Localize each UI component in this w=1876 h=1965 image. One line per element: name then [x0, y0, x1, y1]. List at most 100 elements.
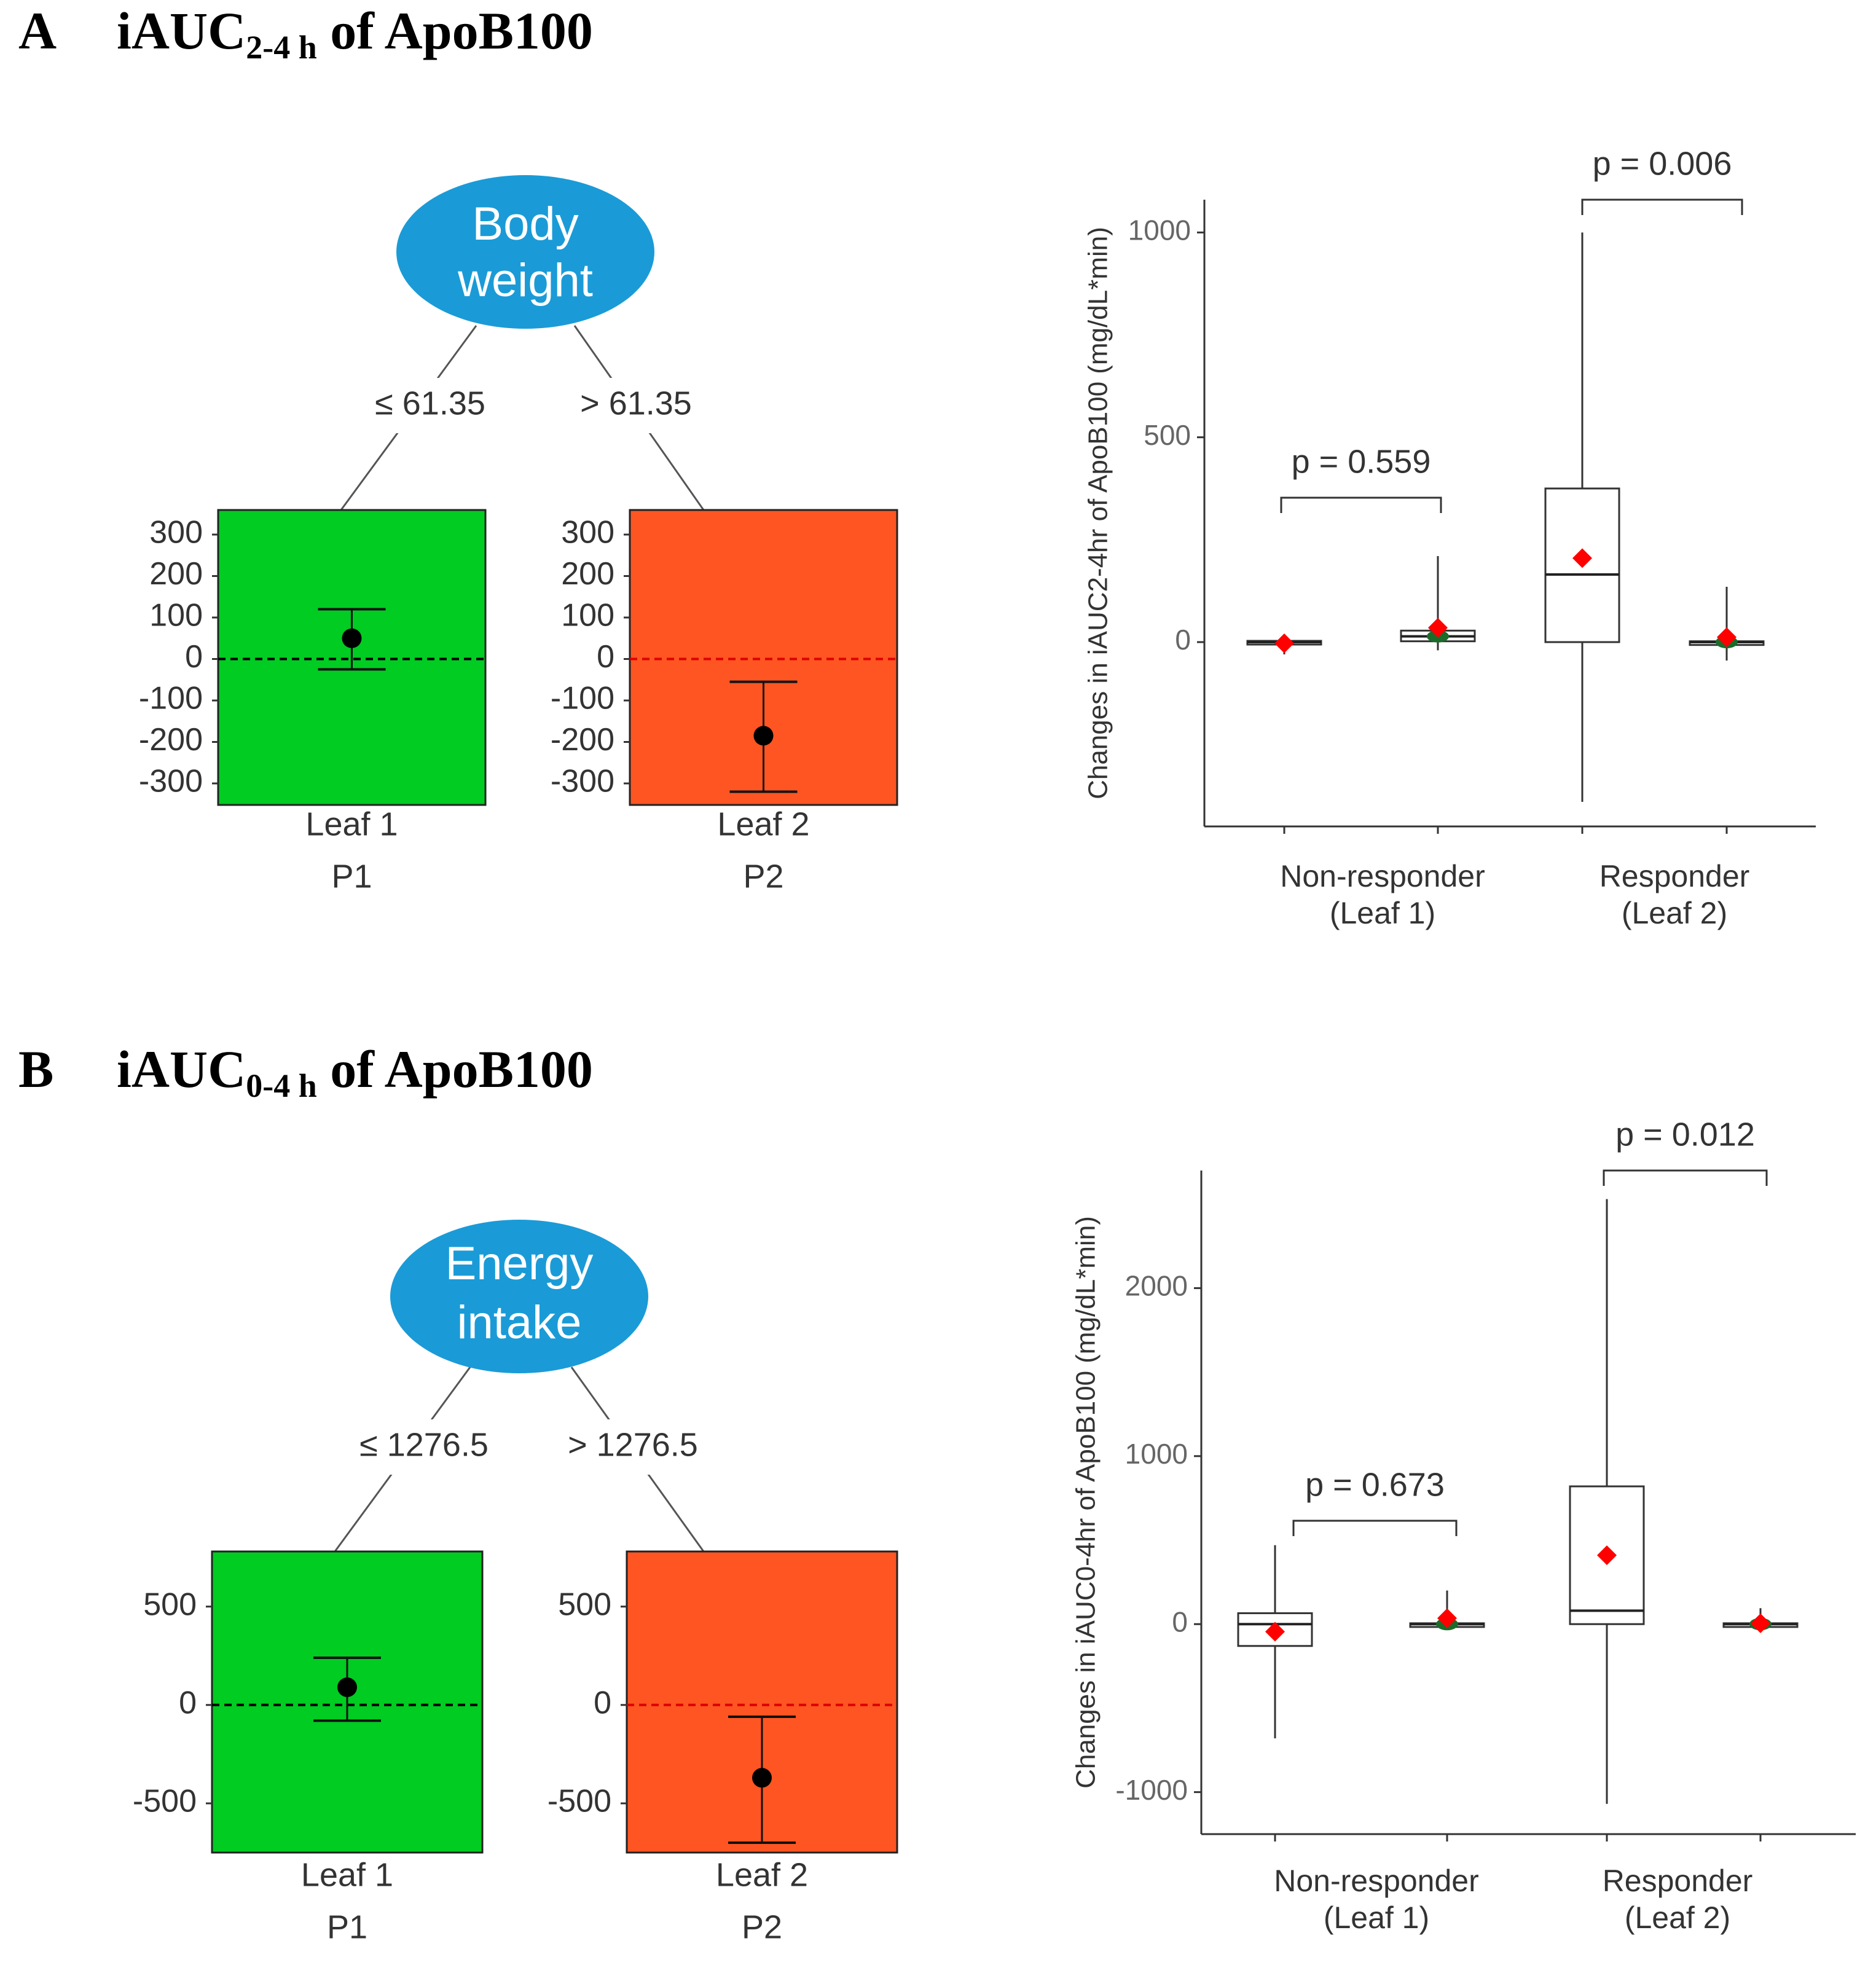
boxplot-a: 0 500 1000 Changes in iAUC2-4hr of ApoB100 …	[1083, 145, 1816, 930]
panel-a-letter: A	[18, 1, 57, 60]
group-non-responder: Non-responder(Leaf 1) p = 0.559	[1246, 443, 1485, 930]
leaf-pattern: P1	[327, 1908, 367, 1945]
box-mean-marker	[1572, 548, 1592, 568]
panel-b-title-sub: 0-4 h	[246, 1067, 317, 1104]
box-p1	[1544, 232, 1620, 802]
pvalue-bracket	[1581, 198, 1743, 215]
box-mean-marker	[1428, 618, 1448, 638]
leaf-ytick-label: 500	[143, 1587, 197, 1622]
panel-b-title-post: of ApoB100	[316, 1040, 593, 1099]
tree-root-label-line1: Energy	[445, 1237, 594, 1290]
leaf-name: Leaf 1	[301, 1856, 393, 1893]
leaf-ytick-label: -200	[551, 722, 614, 758]
group-responder: Responder(Leaf 2) p = 0.006	[1544, 145, 1765, 930]
box-p2	[1400, 556, 1476, 651]
box-mean-marker	[1437, 1608, 1457, 1628]
pvalue-label: p = 0.673	[1305, 1466, 1445, 1503]
category-label-line2: (Leaf 1)	[1324, 1900, 1429, 1935]
leaf-name: Leaf 2	[717, 806, 809, 842]
category-label-line2: (Leaf 2)	[1625, 1900, 1730, 1935]
category-label-line1: Responder	[1599, 859, 1750, 893]
leaf-ytick-label: 0	[597, 639, 614, 675]
leaf-pattern: P2	[743, 858, 783, 895]
tree-root-label-line2: intake	[457, 1296, 582, 1349]
box-mean-marker	[1751, 1613, 1770, 1633]
leaf-mean-point	[337, 1677, 357, 1697]
panel-a-title-pre: iAUC	[117, 1, 246, 60]
leaf-ytick-label: -100	[551, 681, 614, 716]
box-iqr	[1544, 487, 1620, 643]
leaf-2: 300 200 100 0 -100 -200 -300 Leaf 2 P2	[551, 509, 898, 895]
category-label-line1: Non-responder	[1280, 859, 1485, 893]
leaf-ytick-label: -500	[133, 1784, 197, 1819]
y-axis-label: Changes in iAUC2-4hr of ApoB100 (mg/dL*m…	[1083, 227, 1113, 799]
split-left-label: ≤ 61.35	[375, 385, 485, 422]
leaf-1: 500 0 -500 Leaf 1 P1	[133, 1550, 484, 1945]
y-tick-label: 1000	[1125, 1438, 1188, 1470]
leaf-mean-point	[752, 1768, 772, 1788]
pvalue-bracket	[1603, 1169, 1768, 1186]
pvalue-label: p = 0.006	[1593, 145, 1732, 182]
leaf-1: 300 200 100 0 -100 -200 -300 Leaf 1 P1	[139, 509, 487, 895]
leaf-ytick-label: 100	[149, 598, 203, 633]
box-mean-marker	[1717, 627, 1737, 647]
y-tick-label: 500	[1144, 419, 1191, 451]
boxplot-b: -1000 0 1000 2000 Changes in iAUC0-4hr of Ap…	[1071, 1116, 1856, 1935]
y-tick-label: 1000	[1128, 214, 1191, 246]
leaf-ytick-label: -100	[139, 681, 203, 716]
leaf-ytick-label: 300	[561, 515, 614, 551]
leaf-name: Leaf 1	[305, 806, 398, 842]
y-tick-label: 0	[1175, 624, 1191, 656]
leaf-pattern: P2	[742, 1908, 782, 1945]
box-mean-marker	[1265, 1622, 1285, 1642]
split-right-label: > 61.35	[580, 385, 692, 422]
box-mean-marker	[1274, 633, 1294, 653]
leaf-ytick-label: 0	[185, 639, 203, 675]
leaf-ytick-label: -500	[547, 1784, 611, 1819]
box-p2	[1689, 587, 1765, 661]
box-mean-marker	[1597, 1545, 1617, 1566]
leaf-ytick-label: -200	[139, 722, 203, 758]
leaf-ytick-label: 500	[558, 1587, 611, 1622]
split-right-label: > 1276.5	[568, 1426, 698, 1463]
category-label-line2: (Leaf 2)	[1622, 896, 1727, 930]
leaf-ytick-label: 100	[561, 598, 614, 633]
tree-root-node	[396, 175, 654, 329]
leaf-mean-point	[342, 628, 362, 648]
box-p2	[1409, 1590, 1485, 1631]
leaf-ytick-label: 200	[149, 556, 203, 592]
pvalue-bracket	[1280, 496, 1442, 513]
panel-a-title-post: of ApoB100	[316, 1, 593, 60]
leaf-ytick-label: 0	[594, 1685, 611, 1721]
leaf-pattern: P1	[331, 858, 372, 895]
split-left-label: ≤ 1276.5	[359, 1426, 489, 1463]
leaf-name: Leaf 2	[716, 1856, 808, 1893]
y-tick-label: 0	[1172, 1606, 1188, 1638]
panel-b-title-pre: iAUC	[117, 1040, 246, 1099]
box-p1	[1569, 1199, 1645, 1804]
leaf-ytick-label: -300	[139, 764, 203, 799]
y-tick-label: 2000	[1125, 1270, 1188, 1302]
pvalue-label: p = 0.012	[1615, 1116, 1755, 1153]
group-responder: Responder(Leaf 2) p = 0.012	[1569, 1116, 1799, 1935]
leaf-ytick-label: 200	[561, 556, 614, 592]
box-p1	[1246, 633, 1322, 654]
box-p1	[1237, 1545, 1313, 1739]
leaf-ytick-label: -300	[551, 764, 614, 799]
y-axis-label: Changes in iAUC0-4hr of ApoB100 (mg/dL*m…	[1071, 1216, 1101, 1789]
tree-b: Energy intake ≤ 1276.5 > 1276.5 500 0 -500 Leaf…	[133, 1220, 898, 1945]
category-label-line2: (Leaf 1)	[1330, 896, 1435, 930]
split-right-bg	[562, 1419, 704, 1475]
pvalue-bracket	[1292, 1520, 1458, 1536]
leaf-2: 500 0 -500 Leaf 2 P2	[547, 1550, 898, 1945]
split-left-bg	[353, 1419, 495, 1475]
split-left-bg	[359, 378, 501, 433]
tree-root-label-line2: weight	[457, 254, 593, 307]
tree-root-node	[390, 1220, 648, 1373]
panel-b-letter: B	[18, 1040, 54, 1099]
split-right-bg	[565, 378, 707, 433]
